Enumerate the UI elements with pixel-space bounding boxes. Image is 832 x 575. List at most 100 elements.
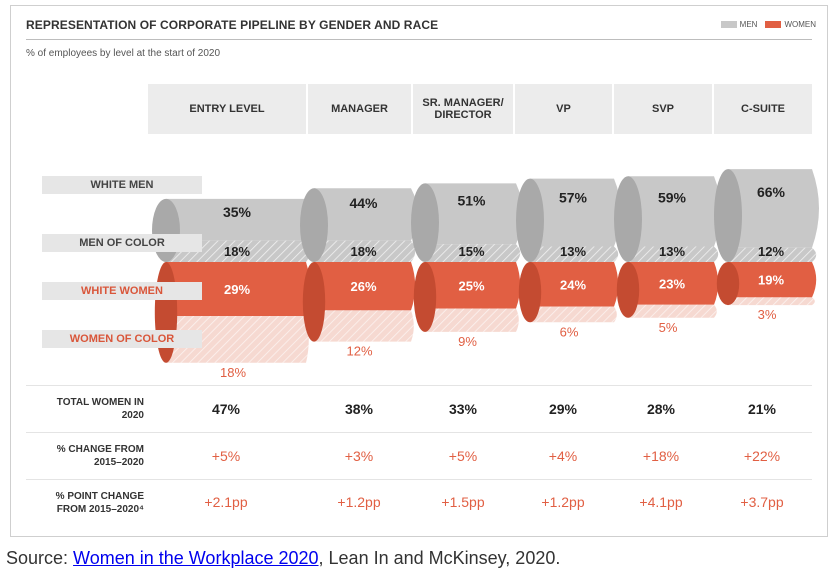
legend-label-women: WOMEN	[784, 20, 816, 29]
source-prefix: Source:	[6, 548, 74, 568]
bar-men-of-color-hatch	[530, 246, 619, 262]
legend: MEN WOMEN	[713, 20, 816, 29]
col-header-entry-level: ENTRY LEVEL	[148, 84, 306, 134]
table-cell: +5%	[448, 448, 478, 464]
category-women-of-color: WOMEN OF COLOR	[42, 330, 202, 348]
table-cell: +18%	[642, 448, 680, 464]
bar-women-of-color-hatch	[728, 297, 815, 306]
table-cell: 28%	[646, 401, 676, 417]
bar-white-women	[728, 262, 817, 298]
source-line: Source: Women in the Workplace 2020, Lea…	[6, 548, 560, 569]
bar-women-of-color-hatch	[166, 315, 309, 363]
row-label-point-change: % POINT CHANGE FROM 2015–2020⁴	[55, 491, 144, 515]
label-white-women: 19%	[758, 273, 784, 288]
label-white-women: 29%	[224, 282, 250, 297]
label-white-women: 23%	[659, 276, 685, 291]
label-white-men: 51%	[457, 192, 486, 208]
table-cell: +4.1pp	[639, 494, 683, 510]
label-white-men: 59%	[658, 189, 687, 205]
bar-men-of-color-hatch	[425, 244, 521, 262]
legend-label-men: MEN	[739, 20, 758, 29]
legend-swatch-women	[765, 21, 782, 28]
cylinder-cap-women	[302, 262, 326, 342]
label-men-of-color: 18%	[224, 244, 250, 259]
label-women-of-color: 5%	[659, 320, 678, 335]
bar-white-women	[628, 262, 719, 305]
bar-white-women	[166, 262, 311, 316]
bar-white-men	[530, 178, 621, 247]
bar-white-men	[628, 176, 721, 247]
label-women-of-color: 12%	[346, 344, 372, 359]
row-label-total-women: TOTAL WOMEN IN 2020	[56, 397, 144, 421]
label-men-of-color: 18%	[350, 244, 376, 259]
label-white-men: 44%	[349, 195, 378, 211]
cylinder-cap-women	[413, 262, 437, 332]
row-label-change: % CHANGE FROM 2015–2020	[56, 444, 144, 468]
source-suffix: , Lean In and McKinsey, 2020.	[318, 548, 561, 568]
label-women-of-color: 3%	[758, 307, 777, 322]
bar-white-men	[728, 169, 819, 248]
table-cell: 21%	[747, 401, 777, 417]
table-cell: +22%	[743, 448, 781, 464]
label-white-women: 25%	[458, 278, 484, 293]
chart-title: REPRESENTATION OF CORPORATE PIPELINE BY …	[26, 18, 439, 32]
bar-men-of-color-hatch	[314, 240, 416, 262]
table-cell: +1.2pp	[337, 494, 381, 510]
category-men-of-color: MEN OF COLOR	[42, 234, 202, 252]
bar-white-men	[425, 183, 523, 245]
bar-white-men	[314, 188, 418, 241]
table-cell: +1.2pp	[541, 494, 585, 510]
legend-swatch-men	[720, 21, 737, 28]
table-cell: +3%	[344, 448, 374, 464]
cylinder-cap-men	[516, 178, 544, 262]
table-cell: 38%	[344, 401, 374, 417]
row-divider	[26, 479, 812, 480]
table-cell: +3.7pp	[740, 494, 784, 510]
cylinder-cap-women	[518, 262, 542, 323]
label-men-of-color: 13%	[560, 244, 586, 259]
label-women-of-color: 6%	[560, 324, 579, 339]
row-divider	[26, 385, 812, 386]
col-header-sr-manager: SR. MANAGER/ DIRECTOR	[413, 84, 513, 134]
label-women-of-color: 9%	[458, 334, 477, 349]
cylinder-cap-men	[152, 198, 180, 262]
bar-men-of-color-hatch	[628, 246, 719, 262]
table-cell: +2.1pp	[204, 494, 248, 510]
label-white-men: 57%	[559, 190, 588, 206]
table-cell: +5%	[211, 448, 241, 464]
bar-white-men	[166, 198, 313, 241]
label-white-women: 26%	[350, 279, 376, 294]
chart-subtitle: % of employees by level at the start of …	[26, 48, 220, 59]
table-cell: +1.5pp	[441, 494, 485, 510]
table-cell: 33%	[448, 401, 478, 417]
col-header-c-suite: C-SUITE	[714, 84, 812, 134]
bar-women-of-color-hatch	[314, 310, 414, 342]
bar-women-of-color-hatch	[628, 304, 717, 318]
label-women-of-color: 18%	[220, 365, 246, 380]
label-men-of-color: 13%	[659, 244, 685, 259]
label-white-men: 66%	[757, 184, 786, 200]
cylinder-cap-men	[411, 183, 439, 262]
title-rule	[26, 39, 812, 40]
label-white-women: 24%	[560, 277, 586, 292]
label-white-men: 35%	[223, 204, 252, 220]
bar-women-of-color-hatch	[530, 306, 617, 323]
category-white-women: WHITE WOMEN	[42, 282, 202, 300]
bar-men-of-color-hatch	[728, 247, 817, 262]
col-header-vp: VP	[515, 84, 612, 134]
bar-men-of-color-hatch	[166, 240, 311, 262]
row-divider	[26, 432, 812, 433]
table-cell: +4%	[548, 448, 578, 464]
table-cell: 47%	[211, 401, 241, 417]
cylinder-cap-women	[716, 262, 740, 306]
cylinder-cap-women	[616, 262, 640, 318]
col-header-manager: MANAGER	[308, 84, 411, 134]
source-link[interactable]: Women in the Workplace 2020	[73, 548, 319, 568]
bar-white-women	[530, 262, 619, 307]
bar-white-women	[314, 262, 416, 311]
cylinder-cap-men	[300, 188, 328, 262]
label-men-of-color: 15%	[458, 244, 484, 259]
col-header-svp: SVP	[614, 84, 712, 134]
label-men-of-color: 12%	[758, 244, 784, 259]
